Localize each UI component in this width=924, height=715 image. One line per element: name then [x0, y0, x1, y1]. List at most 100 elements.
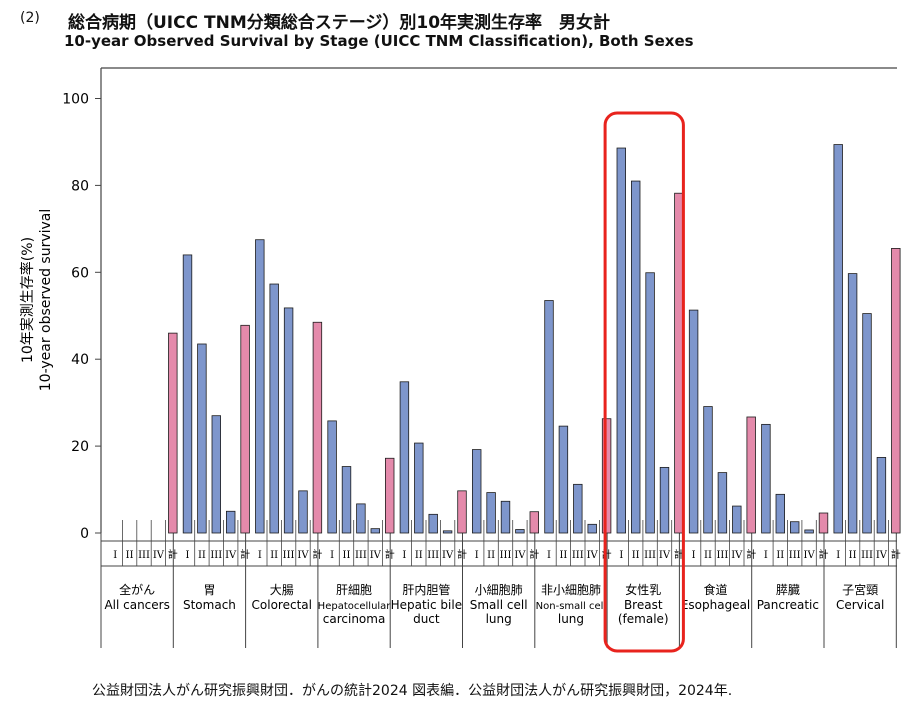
stage-label: III	[572, 550, 584, 561]
y-tick-label: 0	[80, 526, 89, 542]
stage-label: III	[500, 550, 512, 561]
bar-stage	[211, 415, 222, 534]
category-label-en: lung	[558, 612, 584, 626]
chart-title-jp: 総合病期（UICC TNM分類総合ステージ）別10年実測生存率 男女計	[68, 13, 611, 33]
stage-label: I	[764, 550, 768, 561]
bar-stage	[197, 343, 207, 534]
bar-stage	[717, 472, 728, 534]
category-label-en: Colorectal	[252, 598, 312, 612]
category-label-en: Pancreatic	[757, 598, 819, 612]
stage-label: IV	[442, 550, 454, 561]
bar-stage	[631, 180, 641, 534]
category-label-jp: 非小細胞肺	[541, 583, 601, 597]
bar-stage	[283, 307, 294, 534]
stage-label: IV	[225, 550, 237, 561]
bar-stage	[442, 530, 453, 534]
stage-label: 計	[168, 548, 178, 561]
stage-label: I	[692, 550, 696, 561]
category-label-en: Esophageal	[681, 598, 750, 612]
stage-label: III	[283, 550, 295, 561]
bar-total	[312, 321, 323, 534]
stage-label: II	[632, 550, 640, 561]
bar-stage	[327, 420, 337, 534]
source-citation: 公益財団法人がん研究振興財団．がんの統計2024 図表編．公益財団法人がん研究振…	[92, 683, 733, 699]
bar-stage	[255, 239, 265, 534]
stage-label: III	[355, 550, 367, 561]
bar-stage	[486, 492, 496, 534]
stage-label: I	[402, 550, 406, 561]
stage-label: 計	[746, 548, 756, 561]
y-tick-label: 80	[71, 178, 89, 194]
bar-stage	[341, 466, 352, 534]
bar-stage	[703, 406, 713, 534]
stage-label: III	[210, 550, 222, 561]
stage-label: II	[126, 550, 134, 561]
category-label-jp: 肝内胆管	[402, 582, 450, 597]
stage-label: IV	[659, 550, 671, 561]
bar-stage	[645, 272, 655, 534]
category-label-en: Cervical	[836, 598, 884, 612]
stage-label: 計	[312, 548, 322, 561]
bar-stage	[500, 500, 511, 534]
category-label-en: Non-small cell	[536, 601, 607, 612]
category-label-en: Breast	[624, 598, 663, 612]
stage-label: IV	[731, 550, 743, 561]
bar-stage	[775, 493, 786, 534]
stage-label: II	[559, 550, 567, 561]
category-label-en: Hepatocellular	[318, 601, 392, 612]
stage-label: III	[138, 550, 150, 561]
stage-label: I	[475, 550, 479, 561]
chart-title-en: 10-year Observed Survival by Stage (UICC…	[64, 32, 694, 50]
stage-label: III	[644, 550, 656, 561]
stage-label: I	[836, 550, 840, 561]
stage-label: I	[619, 550, 623, 561]
stage-label: IV	[153, 550, 165, 561]
stage-label: I	[258, 550, 262, 561]
stage-label: 計	[819, 548, 829, 561]
stage-label: II	[704, 550, 712, 561]
bar-total	[746, 416, 756, 534]
bar-stage	[558, 425, 569, 534]
stage-label: IV	[514, 550, 526, 561]
stage-label: 計	[891, 548, 901, 561]
bar-stage	[659, 466, 670, 534]
stage-label: II	[270, 550, 278, 561]
stage-label: III	[716, 550, 728, 561]
category-label-jp: 女性乳	[625, 582, 661, 597]
bar-stage	[414, 442, 424, 534]
bar-stage	[688, 309, 699, 534]
y-tick-label: 20	[71, 439, 89, 455]
stage-label: IV	[297, 550, 309, 561]
bar-stage	[399, 381, 410, 534]
stage-label: II	[198, 550, 206, 561]
category-label-en: (female)	[618, 612, 669, 626]
category-label-en: carcinoma	[323, 612, 386, 626]
bar-stage	[370, 528, 381, 534]
bar-total	[457, 490, 467, 534]
stage-label: IV	[370, 550, 382, 561]
stage-label: III	[861, 550, 873, 561]
bar-stage	[269, 283, 279, 534]
stage-label: 計	[457, 548, 467, 561]
stage-label: 計	[674, 548, 684, 561]
bar-stage	[847, 273, 858, 534]
bar-stage	[790, 521, 800, 534]
category-label-jp: 膵臓	[776, 583, 800, 597]
category-label-en: Stomach	[183, 598, 236, 612]
figure-number: (2)	[20, 10, 40, 26]
category-label-en: lung	[486, 612, 512, 626]
category-label-en: duct	[413, 612, 440, 626]
bar-stage	[182, 254, 193, 534]
stage-label: I	[330, 550, 334, 561]
highlight-box	[603, 111, 685, 653]
y-axis-label-en: 10-year observed survival	[38, 209, 54, 392]
stage-label: III	[427, 550, 439, 561]
category-label-en: Small cell	[470, 598, 528, 612]
stage-label: II	[487, 550, 495, 561]
category-label-en: All cancers	[104, 598, 169, 612]
bar-stage	[356, 503, 366, 534]
stage-label: 計	[529, 548, 539, 561]
y-tick-label: 40	[71, 352, 89, 368]
bar-total	[168, 332, 178, 534]
category-label-jp: 全がん	[119, 582, 155, 597]
